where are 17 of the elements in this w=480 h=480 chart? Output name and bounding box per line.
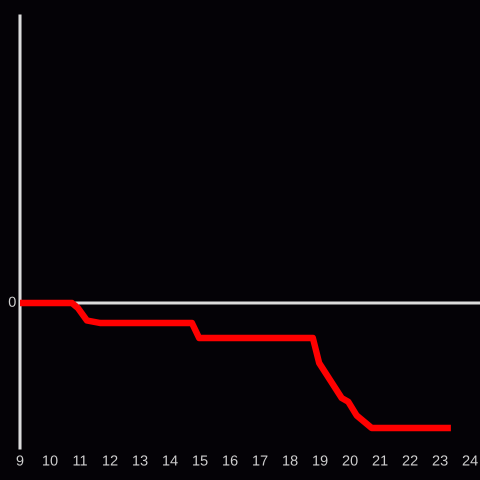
x-tick-label: 16: [223, 455, 238, 466]
x-tick-label: 23: [432, 455, 448, 466]
x-tick-label: 15: [193, 455, 208, 466]
x-tick-label: 24: [462, 455, 478, 466]
x-tick-label: 20: [342, 455, 358, 466]
ref-line-label: 0: [8, 296, 16, 307]
x-tick-label: 19: [313, 455, 328, 466]
x-tick-label: 10: [43, 455, 58, 466]
x-tick-label: 22: [402, 455, 418, 466]
x-tick-label: 18: [283, 455, 298, 466]
x-tick-label: 14: [163, 455, 178, 466]
x-tick-label: 13: [133, 455, 148, 466]
x-tick-label: 9: [16, 455, 24, 466]
x-tick-label: 12: [103, 455, 118, 466]
x-tick-label: 17: [253, 455, 268, 466]
x-tick-label: 21: [372, 455, 388, 466]
x-tick-label: 11: [74, 455, 87, 466]
